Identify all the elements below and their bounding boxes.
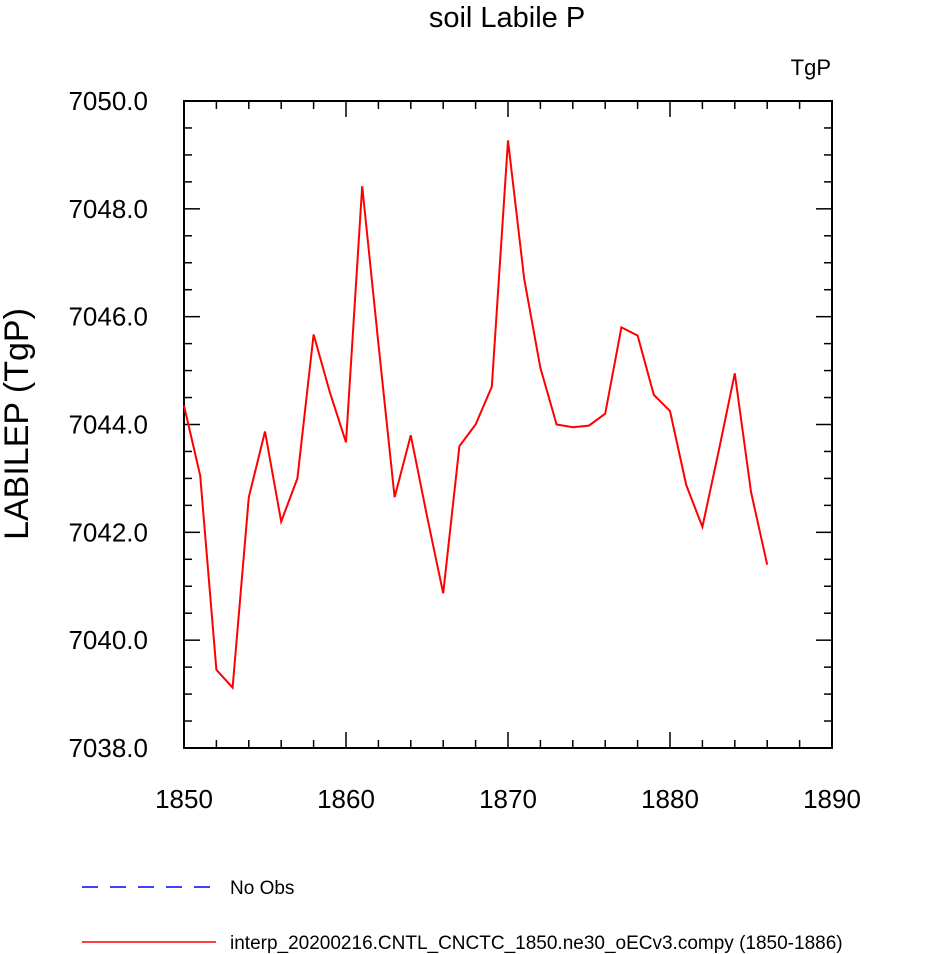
legend-label: No Obs — [230, 878, 294, 899]
chart-title: soil Labile P — [429, 2, 585, 34]
axis-ticks — [183, 100, 833, 749]
y-tick-label: 7048.0 — [68, 194, 148, 224]
plot-frame — [183, 100, 833, 749]
y-tick-label: 7040.0 — [68, 625, 148, 655]
y-tick-label: 7046.0 — [68, 302, 148, 332]
x-tick-label: 1850 — [155, 784, 213, 814]
series-line — [183, 140, 769, 690]
y-tick-label: 7044.0 — [68, 410, 148, 440]
x-tick-label: 1860 — [317, 784, 375, 814]
series-group — [183, 140, 769, 690]
legend-label: interp_20200216.CNTL_CNCTC_1850.ne30_oEC… — [230, 933, 843, 954]
y-axis-title: LABILEP (TgP) — [0, 308, 36, 540]
y-tick-label: 7038.0 — [68, 733, 148, 763]
y-tick-label: 7042.0 — [68, 517, 148, 547]
plot-border — [183, 100, 833, 749]
units-label: TgP — [791, 55, 831, 80]
tick-labels: 1850 1860 1870 1880 1890 7038.0 7040.0 7042.0 70… — [68, 86, 860, 814]
y-tick-label: 7050.0 — [68, 86, 148, 116]
x-tick-label: 1870 — [479, 784, 537, 814]
x-tick-label: 1880 — [641, 784, 699, 814]
x-tick-label: 1890 — [803, 784, 861, 814]
legend: No Obs interp_20200216.CNTL_CNCTC_1850.ne… — [82, 878, 843, 954]
